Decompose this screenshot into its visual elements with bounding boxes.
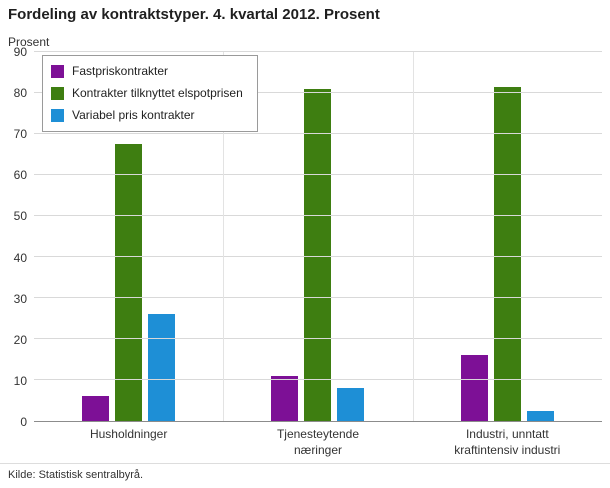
bar-group — [34, 52, 223, 421]
y-axis-labels: 0 10 20 30 40 50 60 70 80 90 — [0, 46, 34, 428]
chart-title: Fordeling av kontraktstyper. 4. kvartal … — [8, 6, 380, 23]
y-tick-label: 30 — [13, 291, 27, 306]
legend-item: Kontrakter tilknyttet elspotprisen — [51, 86, 243, 100]
gridline — [34, 379, 602, 380]
bar — [526, 410, 554, 421]
gridline — [34, 215, 602, 216]
gridline — [34, 133, 602, 134]
x-axis-label: Tjenesteytende næringer — [276, 427, 360, 457]
bar — [304, 88, 332, 421]
legend-label: Kontrakter tilknyttet elspotprisen — [72, 86, 243, 100]
bar — [493, 86, 521, 421]
y-tick-label: 80 — [13, 86, 27, 101]
gridline — [34, 92, 602, 93]
legend-swatch — [51, 86, 64, 100]
y-tick-label: 90 — [13, 45, 27, 59]
x-axis-label: Husholdninger — [89, 427, 168, 441]
bar-groups — [34, 52, 602, 421]
legend-label: Fastpriskontrakter — [72, 64, 169, 78]
bar — [337, 388, 365, 421]
bar — [148, 314, 176, 421]
gridline — [34, 297, 602, 298]
bar-group — [413, 52, 602, 421]
gridline — [34, 51, 602, 52]
y-tick-label: 0 — [20, 415, 27, 429]
bar — [82, 396, 110, 421]
y-tick-label: 60 — [13, 168, 27, 183]
legend: Fastpriskontrakter Kontrakter tilknyttet … — [42, 55, 258, 132]
gridline — [34, 338, 602, 339]
y-tick-label: 70 — [13, 127, 27, 142]
x-axis-label: Industri, unntatt kraftintensiv industri — [454, 427, 561, 457]
y-tick-label: 20 — [13, 332, 27, 347]
chart-body: 0 10 20 30 40 50 60 70 80 90 Fastpriskontrakter Ko… — [0, 46, 602, 428]
x-axis-labels: Husholdninger Tjenesteytende næringer Indus… — [34, 427, 602, 458]
legend-item: Fastpriskontrakter — [51, 64, 243, 78]
y-tick-label: 10 — [13, 373, 27, 388]
bar — [271, 375, 299, 421]
gridline — [34, 174, 602, 175]
plot-area: Fastpriskontrakter Kontrakter tilknyttet … — [34, 51, 602, 422]
legend-label: Variabel pris kontrakter — [72, 108, 195, 122]
legend-swatch — [51, 64, 64, 78]
category-separator — [223, 52, 225, 421]
bar-group — [223, 52, 412, 421]
gridline — [34, 256, 602, 257]
bar — [460, 355, 488, 421]
y-tick-label: 50 — [13, 209, 27, 224]
legend-item: Variabel pris kontrakter — [51, 108, 243, 122]
source-note: Kilde: Statistisk sentralbyrå. — [0, 463, 610, 488]
legend-swatch — [51, 108, 64, 122]
y-axis-title: Prosent — [8, 35, 50, 49]
y-tick-label: 40 — [13, 250, 27, 265]
category-separator — [412, 52, 414, 421]
bar — [115, 144, 143, 421]
